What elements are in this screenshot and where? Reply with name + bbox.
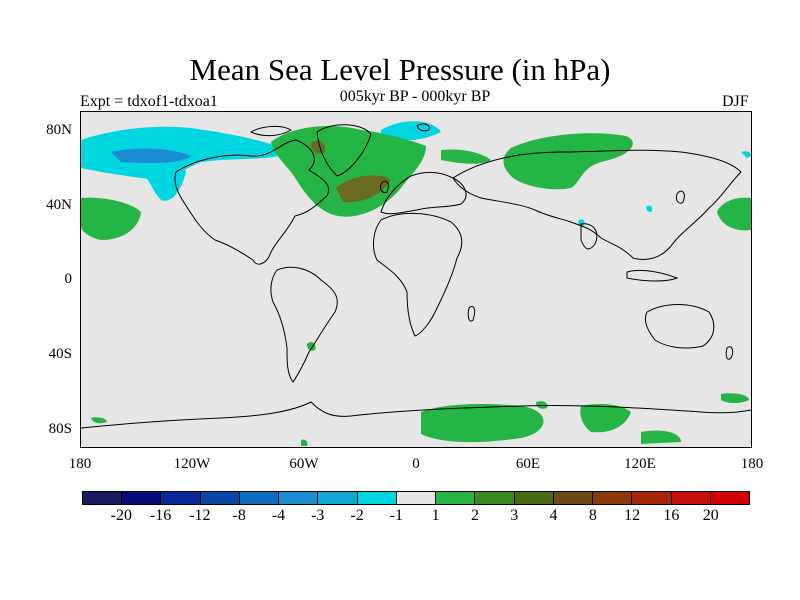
map-panel bbox=[80, 111, 752, 448]
lat-label-80n: 80N bbox=[46, 122, 72, 138]
coastline-japan bbox=[676, 190, 685, 204]
lat-label-80s: 80S bbox=[48, 421, 72, 437]
coastline-greenland bbox=[316, 124, 372, 177]
negative-region-east-pacific bbox=[741, 151, 751, 158]
colorbar-swatch bbox=[553, 492, 594, 504]
lat-label-40n: 40N bbox=[46, 197, 72, 213]
coastlines bbox=[81, 123, 751, 429]
map-svg bbox=[81, 121, 751, 446]
coastline-africa bbox=[373, 212, 463, 337]
colorbar-label: -1 bbox=[389, 507, 403, 524]
negative-region-arctic bbox=[111, 148, 191, 164]
colorbar-swatch bbox=[357, 492, 397, 504]
coastline-indonesia bbox=[626, 269, 679, 282]
colorbar-label: -4 bbox=[271, 507, 286, 524]
coastline-india bbox=[580, 223, 598, 250]
coastline-antarctica bbox=[81, 401, 751, 429]
coastline-new-zealand bbox=[725, 346, 734, 360]
colorbar-swatch bbox=[318, 492, 358, 504]
lon-label-180-west: 180 bbox=[68, 456, 92, 472]
lon-label-120w: 120W bbox=[173, 456, 211, 472]
positive-region-antarctic-edge bbox=[641, 430, 681, 444]
colorbar-swatch bbox=[161, 492, 201, 504]
negative-region-scandinavia bbox=[381, 121, 441, 141]
coastline-south-america bbox=[270, 266, 338, 383]
coastline-arctic-islands bbox=[249, 125, 292, 137]
negative-region-alaska-coast bbox=[141, 158, 186, 201]
colorbar bbox=[82, 491, 750, 505]
colorbar-label: -8 bbox=[232, 507, 246, 524]
colorbar-swatch bbox=[710, 492, 749, 504]
colorbar-label: 16 bbox=[663, 507, 680, 524]
lon-label-60w: 60W bbox=[289, 456, 319, 472]
positive-region-pacific-west bbox=[81, 197, 141, 240]
positive-region-south-pacific bbox=[91, 417, 107, 424]
colorbar-swatch bbox=[200, 492, 240, 504]
lon-label-60e: 60E bbox=[515, 456, 541, 472]
colorbar-swatch bbox=[593, 492, 633, 504]
coastline-asia bbox=[452, 149, 742, 260]
chart-subtitle: 005kyr BP - 000kyr BP bbox=[339, 88, 491, 105]
lat-label-0: 0 bbox=[64, 271, 73, 287]
colorbar-swatch bbox=[632, 492, 672, 504]
positive-region-core-north-atlantic bbox=[336, 175, 391, 203]
colorbar-label: -20 bbox=[110, 507, 132, 524]
colorbar-label: 1 bbox=[431, 507, 440, 524]
positive-region-eastern-europe bbox=[441, 149, 491, 164]
negative-region-arabia-small bbox=[646, 205, 653, 212]
positive-region-pacific-east bbox=[717, 197, 751, 231]
positive-region-core-greenland bbox=[311, 140, 326, 154]
positive-region-south-america bbox=[307, 342, 316, 351]
colorbar-label: 3 bbox=[510, 507, 519, 524]
lon-label-180-east: 180 bbox=[740, 456, 764, 472]
lon-label-0: 0 bbox=[412, 456, 420, 472]
positive-region-southern-ocean-east bbox=[580, 404, 631, 433]
coastline-svalbard bbox=[416, 123, 430, 132]
colorbar-label: -16 bbox=[149, 507, 172, 524]
positive-region-southern-island bbox=[536, 401, 548, 409]
colorbar-swatch bbox=[514, 492, 554, 504]
coastline-madagascar bbox=[467, 306, 476, 322]
coastline-australia bbox=[644, 304, 715, 349]
coastline-north-america bbox=[174, 139, 329, 265]
colorbar-label: 20 bbox=[702, 507, 719, 524]
anomaly-fields bbox=[81, 121, 751, 446]
lat-label-40s: 40S bbox=[48, 346, 72, 362]
colorbar-swatch bbox=[279, 492, 319, 504]
positive-region-southern-indian bbox=[421, 404, 544, 443]
positive-region-north-atlantic bbox=[271, 126, 426, 217]
colorbar-label: 4 bbox=[549, 507, 558, 524]
colorbar-label: -2 bbox=[350, 507, 364, 524]
colorbar-swatch bbox=[122, 492, 162, 504]
colorbar-label: 2 bbox=[470, 507, 479, 524]
colorbar-swatch bbox=[83, 492, 123, 504]
experiment-label: Expt = tdxof1-tdxoa1 bbox=[80, 93, 218, 110]
colorbar-label: -3 bbox=[311, 507, 325, 524]
negative-region-asia-small bbox=[578, 219, 585, 226]
colorbar-swatch bbox=[239, 492, 280, 504]
positive-region-antarctic-far-east bbox=[721, 393, 749, 403]
colorbar-swatch bbox=[671, 492, 711, 504]
colorbar-swatch bbox=[436, 492, 476, 504]
colorbar-label: -12 bbox=[189, 507, 211, 524]
colorbar-swatch bbox=[396, 492, 437, 504]
chart-title: Mean Sea Level Pressure (in hPa) bbox=[189, 52, 611, 87]
positive-region-eurasia bbox=[503, 133, 633, 190]
colorbar-label: 12 bbox=[624, 507, 641, 524]
colorbar-swatch bbox=[475, 492, 515, 504]
colorbar-label: 8 bbox=[588, 507, 597, 524]
positive-region-antarctic-peninsula bbox=[301, 439, 308, 446]
coastline-uk bbox=[380, 180, 389, 193]
lon-label-120e: 120E bbox=[624, 456, 656, 472]
season-label: DJF bbox=[722, 93, 749, 110]
